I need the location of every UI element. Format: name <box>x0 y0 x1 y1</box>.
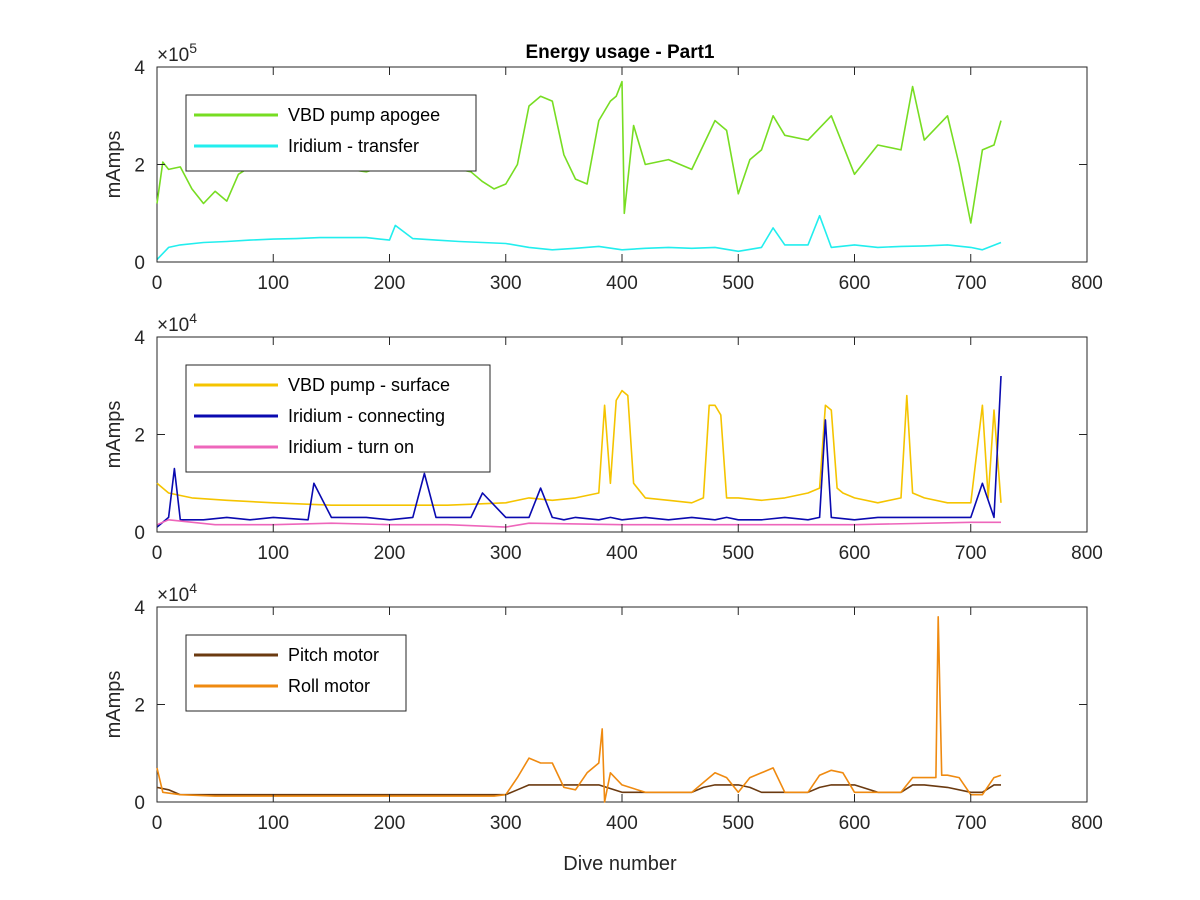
legend-entry: Pitch motor <box>288 645 379 665</box>
x-tick-label: 0 <box>152 813 163 834</box>
legend-entry: Iridium - turn on <box>288 437 414 457</box>
y-tick-label: 2 <box>134 156 145 177</box>
y-tick-label: 0 <box>134 523 145 544</box>
x-tick-label: 700 <box>955 273 987 294</box>
y-tick-label: 4 <box>134 328 145 349</box>
panel-1: 0 100 200 300 400 500 600 700 800 0 2 4 ×105 mAmps VBD… <box>103 40 1103 294</box>
y-tick-label: 0 <box>134 253 145 274</box>
series-line-1-2 <box>156 214 1002 261</box>
y-axis-label: mAmps <box>103 131 125 199</box>
y-tick-label: 2 <box>134 696 145 717</box>
x-tick-label: 100 <box>257 273 289 294</box>
x-axis-label: Dive number <box>563 853 677 875</box>
x-tick-label: 200 <box>374 273 406 294</box>
y-tick-label: 2 <box>134 426 145 447</box>
y-tick-label: 4 <box>134 58 145 79</box>
y-tick-label: 0 <box>134 793 145 814</box>
legend-entry: Roll motor <box>288 676 370 696</box>
legend-entry: VBD pump apogee <box>288 105 440 125</box>
chart-title: Energy usage - Part1 <box>525 42 714 63</box>
x-tick-label: 800 <box>1071 813 1103 834</box>
legend-box <box>185 364 491 473</box>
x-tick-label: 0 <box>152 273 163 294</box>
series-line-3-2 <box>156 615 1002 803</box>
y-exponent-label: ×105 <box>157 40 197 66</box>
panels: 0 100 200 300 400 500 600 700 800024×105mAmpsVBD… <box>103 40 1103 834</box>
x-tick-label: 200 <box>374 813 406 834</box>
legend-entry: VBD pump - surface <box>288 375 450 395</box>
series-line-2-1 <box>156 389 1002 507</box>
x-tick-label: 700 <box>955 543 987 564</box>
x-tick-label: 0 <box>152 543 163 564</box>
y-tick-label: 4 <box>134 598 145 619</box>
series-line-2-2 <box>156 375 1002 528</box>
x-tick-label: 600 <box>839 273 871 294</box>
x-tick-label: 700 <box>955 813 987 834</box>
legend-entry: Iridium - connecting <box>288 406 445 426</box>
legend: Pitch motor Roll motor <box>185 634 407 712</box>
x-tick-label: 500 <box>722 543 754 564</box>
x-tick-label: 800 <box>1071 543 1103 564</box>
legend: VBD pump - surface Iridium - connecting Ir… <box>185 364 491 473</box>
y-axis-label: mAmps <box>103 401 125 469</box>
x-tick-label: 400 <box>606 813 638 834</box>
y-axis-label: mAmps <box>103 671 125 739</box>
x-tick-label: 100 <box>257 543 289 564</box>
panel-3: 0 100 200 300 400 500 600 700 800 0 2 4 ×104 mAmps Pit… <box>103 580 1103 834</box>
y-exponent-label: ×104 <box>157 310 197 336</box>
legend-box <box>185 94 477 172</box>
series-line-2-3 <box>156 518 1001 528</box>
x-tick-label: 300 <box>490 543 522 564</box>
x-tick-label: 400 <box>606 543 638 564</box>
x-tick-label: 800 <box>1071 273 1103 294</box>
legend-box <box>185 634 407 712</box>
x-tick-label: 300 <box>490 813 522 834</box>
x-tick-label: 300 <box>490 273 522 294</box>
legend-entry: Iridium - transfer <box>288 136 419 156</box>
legend: VBD pump apogee Iridium - transfer <box>185 94 477 172</box>
panel-2: 0 100 200 300 400 500 600 700 800 0 2 4 ×104 mAmps VBD… <box>103 310 1103 564</box>
y-exponent-label: ×104 <box>157 580 197 606</box>
x-tick-label: 600 <box>839 813 871 834</box>
x-tick-label: 100 <box>257 813 289 834</box>
x-tick-label: 200 <box>374 543 406 564</box>
x-tick-label: 500 <box>722 813 754 834</box>
x-tick-label: 400 <box>606 273 638 294</box>
x-tick-label: 500 <box>722 273 754 294</box>
x-tick-label: 600 <box>839 543 871 564</box>
